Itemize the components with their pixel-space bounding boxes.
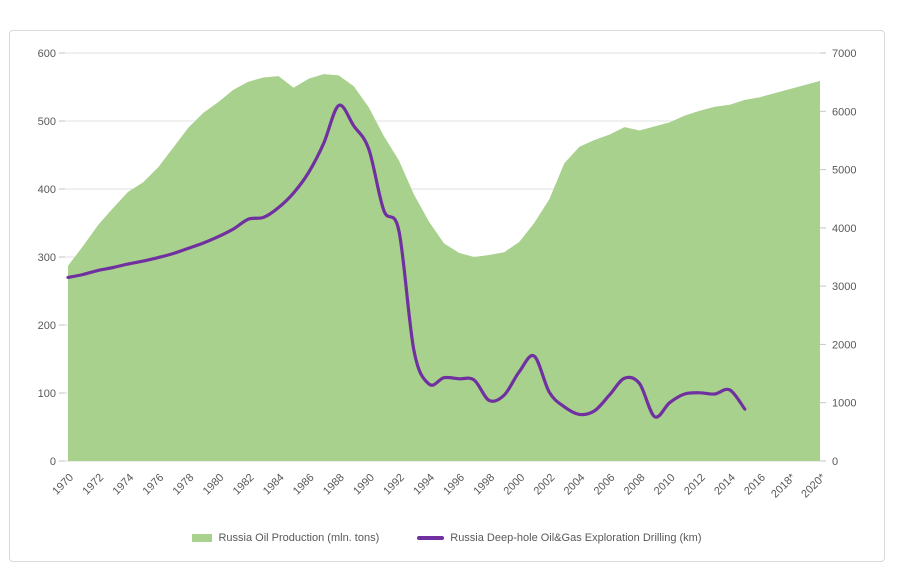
x-axis-tick-label: 1990 <box>351 472 377 498</box>
left-axis-tick-label: 100 <box>38 388 56 400</box>
legend-item-oil-production: Russia Oil Production (mln. tons) <box>192 532 379 544</box>
x-axis-tick-label: 2006 <box>592 472 618 498</box>
x-axis-tick-label: 1970 <box>50 472 76 498</box>
legend-item-drilling: Russia Deep-hole Oil&Gas Exploration Dri… <box>417 532 702 544</box>
chart-card: 0 100 200 300 400 500 600 0 1000 2000 3000 4000 5000… <box>9 30 885 562</box>
legend-swatch-area-icon <box>192 534 213 542</box>
right-axis-tick-label: 2000 <box>832 339 856 351</box>
right-axis-tick-label: 1000 <box>832 398 856 410</box>
right-axis-tick-label: 5000 <box>832 165 856 177</box>
x-axis-tick-label: 2012 <box>682 472 708 498</box>
left-axis-tick-label: 500 <box>38 116 56 128</box>
x-axis-tick-label: 2018* <box>769 471 798 500</box>
x-axis-tick-label: 1974 <box>111 472 137 498</box>
legend-label-drilling: Russia Deep-hole Oil&Gas Exploration Dri… <box>450 532 702 544</box>
x-axis-tick-label: 1994 <box>411 472 437 498</box>
x-axis-tick-label: 2020* <box>799 471 828 500</box>
right-axis-tick-label: 4000 <box>832 223 856 235</box>
x-axis-tick-label: 2004 <box>562 472 588 498</box>
right-axis-tick-label: 0 <box>832 456 838 468</box>
series-line-drilling <box>66 103 747 419</box>
chart-plot-area: 0100200300400500600010002000300040005000… <box>38 48 857 500</box>
right-axis-tick-label: 3000 <box>832 281 856 293</box>
x-axis-tick-label: 1988 <box>321 472 347 498</box>
legend-label-oil-production: Russia Oil Production (mln. tons) <box>218 532 380 544</box>
legend-swatch-line-icon <box>417 536 445 540</box>
x-axis-tick-label: 1980 <box>201 472 227 498</box>
x-axis-tick-label: 1998 <box>471 472 497 498</box>
x-axis-tick-label: 1996 <box>441 472 467 498</box>
series-area-oil-production <box>68 74 820 461</box>
left-axis-tick-label: 400 <box>38 184 56 196</box>
left-axis-tick-label: 200 <box>38 320 56 332</box>
x-axis-tick-label: 2002 <box>532 472 558 498</box>
x-axis-tick-label: 2014 <box>712 472 738 498</box>
x-axis-tick-label: 2000 <box>502 472 528 498</box>
left-axis-tick-label: 600 <box>38 48 56 60</box>
x-axis-tick-label: 1986 <box>291 472 317 498</box>
left-axis-tick-label: 0 <box>50 456 56 468</box>
x-axis-tick-label: 1978 <box>171 472 197 498</box>
x-axis-tick-label: 1976 <box>141 472 167 498</box>
x-axis-tick-label: 2016 <box>742 472 768 498</box>
x-axis-tick-label: 1992 <box>381 472 407 498</box>
x-axis-tick-label: 2010 <box>652 472 678 498</box>
right-axis-tick-label: 7000 <box>832 48 856 60</box>
x-axis-tick-label: 1984 <box>261 472 287 498</box>
chart-legend: Russia Oil Production (mln. tons) Russia… <box>10 532 884 544</box>
x-axis-tick-label: 2008 <box>622 472 648 498</box>
right-axis-tick-label: 6000 <box>832 106 856 118</box>
x-axis-tick-label: 1972 <box>80 472 106 498</box>
x-axis-tick-label: 1982 <box>231 472 257 498</box>
left-axis-tick-label: 300 <box>38 252 56 264</box>
